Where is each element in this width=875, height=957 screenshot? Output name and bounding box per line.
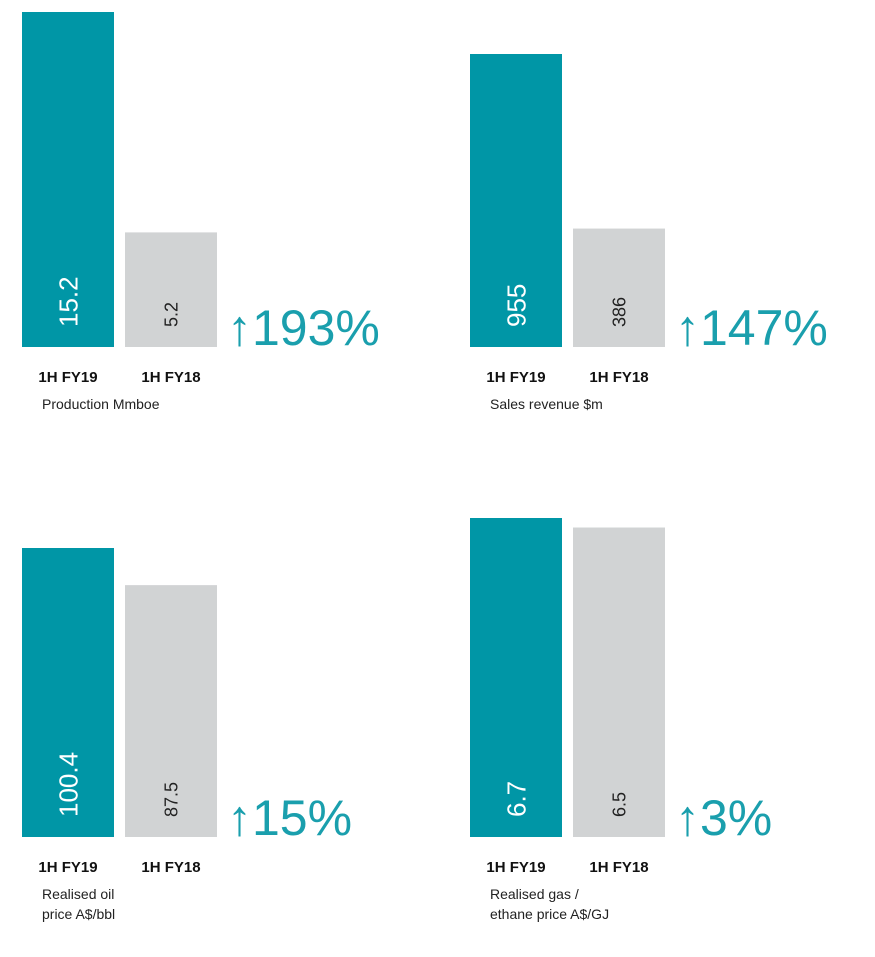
- value-label: 955: [501, 284, 531, 327]
- category-label: 1H FY18: [589, 369, 648, 386]
- chart-title: ethane price A$/GJ: [490, 906, 609, 922]
- chart-title: Sales revenue $m: [490, 396, 603, 412]
- value-label: 6.5: [609, 792, 629, 817]
- bar: [470, 54, 562, 347]
- bar: [573, 228, 665, 347]
- value-label: 5.2: [161, 302, 181, 327]
- chart-title: Production Mmboe: [42, 396, 160, 412]
- chart-title: price A$/bbl: [42, 906, 115, 922]
- value-label: 386: [609, 297, 629, 327]
- bar: [22, 548, 114, 837]
- bar: [125, 585, 217, 837]
- value-label: 15.2: [53, 276, 83, 327]
- category-label: 1H FY18: [141, 369, 200, 386]
- bar: [470, 518, 562, 837]
- change-annotation: ↑15%: [227, 790, 352, 846]
- chart-title: Realised gas /: [490, 886, 579, 902]
- category-label: 1H FY18: [589, 859, 648, 876]
- bar: [573, 527, 665, 837]
- value-label: 6.7: [501, 781, 531, 817]
- change-annotation: ↑3%: [675, 790, 772, 846]
- category-label: 1H FY18: [141, 859, 200, 876]
- value-label: 87.5: [161, 782, 181, 817]
- category-label: 1H FY19: [38, 859, 97, 876]
- category-label: 1H FY19: [486, 859, 545, 876]
- value-label: 100.4: [53, 752, 83, 817]
- bar: [125, 232, 217, 347]
- bar: [22, 12, 114, 347]
- chart-title: Realised oil: [42, 886, 114, 902]
- category-label: 1H FY19: [38, 369, 97, 386]
- change-annotation: ↑147%: [675, 300, 828, 356]
- category-label: 1H FY19: [486, 369, 545, 386]
- change-annotation: ↑193%: [227, 300, 380, 356]
